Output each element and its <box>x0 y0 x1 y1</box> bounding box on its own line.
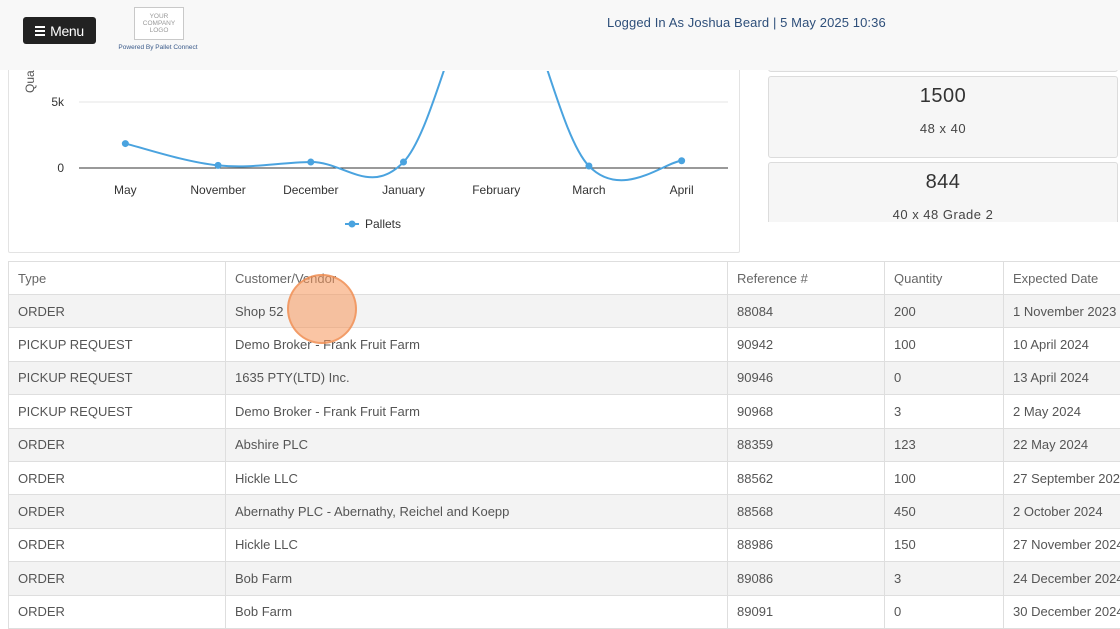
top-navbar: Menu YOUR COMPANY LOGO Powered By Pallet… <box>0 0 1120 70</box>
cell-expected-date: 24 December 2024 <box>1004 562 1120 595</box>
stat-value: 844 <box>769 171 1117 194</box>
y-axis-label: Qua <box>23 70 37 93</box>
cell-expected-date: 22 May 2024 <box>1004 428 1120 461</box>
cell-reference: 90946 <box>728 361 885 394</box>
hamburger-icon <box>35 26 45 36</box>
x-tick-label: February <box>472 183 520 197</box>
x-tick-label: November <box>190 183 245 197</box>
cell-type: PICKUP REQUEST <box>9 328 226 361</box>
cell-quantity: 3 <box>885 562 1004 595</box>
data-point <box>585 163 592 170</box>
y-tick-label: 5k <box>51 95 65 109</box>
cell-customer-vendor: Abernathy PLC - Abernathy, Reichel and K… <box>226 495 728 528</box>
cell-customer-vendor: Abshire PLC <box>226 428 728 461</box>
cell-reference: 88562 <box>728 461 885 494</box>
cell-type: ORDER <box>9 428 226 461</box>
cell-type: ORDER <box>9 562 226 595</box>
cell-type: ORDER <box>9 528 226 561</box>
x-tick-label: March <box>572 183 605 197</box>
column-header-reference[interactable]: Reference # <box>728 262 885 295</box>
cell-quantity: 200 <box>885 295 1004 328</box>
cell-quantity: 123 <box>885 428 1004 461</box>
stat-value: 1500 <box>769 85 1117 108</box>
stat-label: 48 x 40 <box>769 121 1117 136</box>
cell-reference: 89091 <box>728 595 885 628</box>
cell-type: ORDER <box>9 495 226 528</box>
data-point <box>307 159 314 166</box>
cell-expected-date: 30 December 2024 <box>1004 595 1120 628</box>
data-point <box>400 159 407 166</box>
menu-button[interactable]: Menu <box>23 17 96 44</box>
data-point <box>122 140 129 147</box>
logged-in-status: Logged In As Joshua Beard | 5 May 2025 1… <box>607 15 886 30</box>
cell-quantity: 450 <box>885 495 1004 528</box>
legend-marker <box>349 221 356 228</box>
cell-reference: 88359 <box>728 428 885 461</box>
cell-customer-vendor: Demo Broker - Frank Fruit Farm <box>226 395 728 428</box>
stat-card[interactable]: 844 40 x 48 Grade 2 <box>768 162 1118 222</box>
cell-expected-date: 1 November 2023 <box>1004 295 1120 328</box>
cell-customer-vendor: Hickle LLC <box>226 461 728 494</box>
pallets-chart-panel: Qua 0 5k May November December January February… <box>8 40 740 253</box>
cell-quantity: 3 <box>885 395 1004 428</box>
cell-reference: 89086 <box>728 562 885 595</box>
data-point <box>215 162 222 169</box>
shipments-table-container: Type Customer/Vendor Reference # Quantit… <box>8 261 1120 629</box>
cell-quantity: 150 <box>885 528 1004 561</box>
x-tick-label: January <box>382 183 425 197</box>
cell-expected-date: 2 May 2024 <box>1004 395 1120 428</box>
cell-expected-date: 27 September 2024 <box>1004 461 1120 494</box>
cell-reference: 88084 <box>728 295 885 328</box>
cell-customer-vendor: 1635 PTY(LTD) Inc. <box>226 361 728 394</box>
column-header-expected-date[interactable]: Expected Date <box>1004 262 1120 295</box>
cell-expected-date: 2 October 2024 <box>1004 495 1120 528</box>
cell-quantity: 100 <box>885 461 1004 494</box>
click-indicator <box>287 274 357 344</box>
menu-button-label: Menu <box>50 23 84 39</box>
stat-label: 40 x 48 Grade 2 <box>769 207 1117 222</box>
cell-reference: 88986 <box>728 528 885 561</box>
cell-customer-vendor: Hickle LLC <box>226 528 728 561</box>
cell-customer-vendor: Bob Farm <box>226 595 728 628</box>
cell-reference: 88568 <box>728 495 885 528</box>
cell-type: PICKUP REQUEST <box>9 361 226 394</box>
cell-quantity: 0 <box>885 595 1004 628</box>
cell-type: ORDER <box>9 461 226 494</box>
table-header-row: Type Customer/Vendor Reference # Quantit… <box>9 262 1120 295</box>
column-header-type[interactable]: Type <box>9 262 226 295</box>
cell-expected-date: 13 April 2024 <box>1004 361 1120 394</box>
company-logo[interactable]: YOUR COMPANY LOGO <box>134 7 184 40</box>
cell-quantity: 0 <box>885 361 1004 394</box>
stat-card[interactable]: 1500 48 x 40 <box>768 76 1118 158</box>
cell-type: PICKUP REQUEST <box>9 395 226 428</box>
powered-by-text: Powered By Pallet Connect <box>116 44 200 51</box>
y-tick-label: 0 <box>57 161 64 175</box>
cell-expected-date: 27 November 2024 <box>1004 528 1120 561</box>
x-tick-label: April <box>670 183 694 197</box>
shipments-table: Type Customer/Vendor Reference # Quantit… <box>8 261 1120 629</box>
cell-type: ORDER <box>9 595 226 628</box>
legend-label-pallets: Pallets <box>365 217 401 231</box>
cell-expected-date: 10 April 2024 <box>1004 328 1120 361</box>
cell-reference: 90942 <box>728 328 885 361</box>
cell-quantity: 100 <box>885 328 1004 361</box>
cell-reference: 90968 <box>728 395 885 428</box>
cell-customer-vendor: Bob Farm <box>226 562 728 595</box>
x-tick-label: December <box>283 183 338 197</box>
x-tick-label: May <box>114 183 137 197</box>
column-header-quantity[interactable]: Quantity <box>885 262 1004 295</box>
pallets-line-chart: Qua 0 5k May November December January February… <box>9 41 739 252</box>
cell-type: ORDER <box>9 295 226 328</box>
data-point <box>678 157 685 164</box>
